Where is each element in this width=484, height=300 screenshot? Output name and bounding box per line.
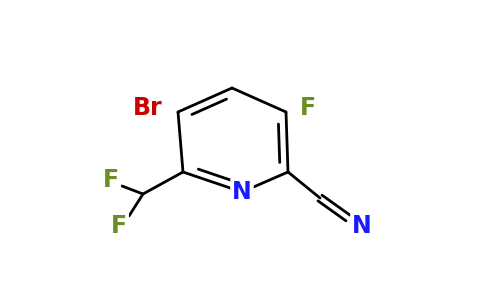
Text: F: F [111,214,127,238]
Text: N: N [232,180,252,204]
Text: F: F [103,168,119,192]
Text: Br: Br [133,96,163,120]
Text: F: F [300,96,316,120]
Text: N: N [352,214,372,238]
